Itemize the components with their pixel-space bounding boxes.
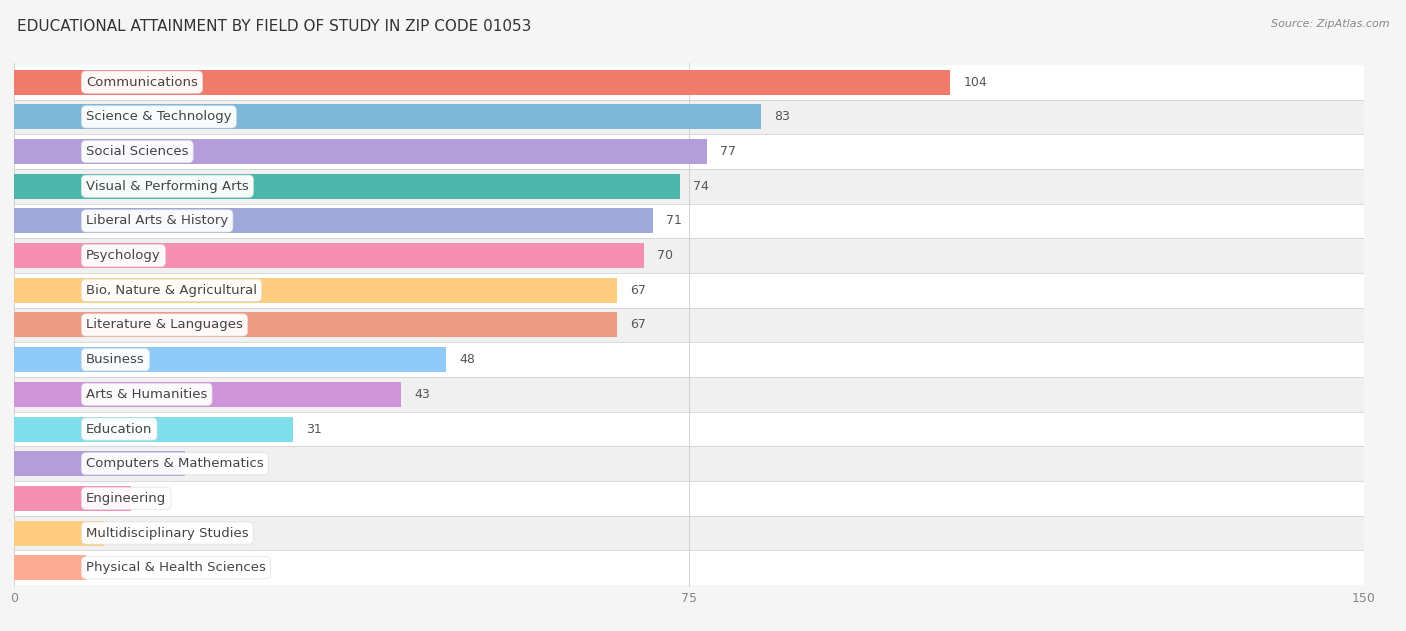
Text: 13: 13 <box>145 492 160 505</box>
Text: 83: 83 <box>775 110 790 123</box>
Text: 19: 19 <box>198 457 214 470</box>
Text: 10: 10 <box>118 527 134 540</box>
Text: Literature & Languages: Literature & Languages <box>86 319 243 331</box>
Text: 31: 31 <box>307 423 322 435</box>
Text: 43: 43 <box>415 388 430 401</box>
Bar <box>14 521 104 546</box>
Bar <box>14 100 1364 134</box>
Bar <box>14 104 761 129</box>
Bar <box>14 174 681 199</box>
Text: Source: ZipAtlas.com: Source: ZipAtlas.com <box>1271 19 1389 29</box>
Text: Physical & Health Sciences: Physical & Health Sciences <box>86 561 266 574</box>
Bar <box>14 486 131 511</box>
Text: Education: Education <box>86 423 152 435</box>
Bar <box>14 451 186 476</box>
Bar <box>14 377 1364 411</box>
Text: Social Sciences: Social Sciences <box>86 145 188 158</box>
Bar <box>14 555 86 581</box>
Bar <box>14 65 1364 100</box>
Bar <box>14 411 1364 446</box>
Bar <box>14 134 1364 169</box>
Text: 67: 67 <box>630 319 647 331</box>
Text: Visual & Performing Arts: Visual & Performing Arts <box>86 180 249 192</box>
Bar <box>14 516 1364 550</box>
Text: Communications: Communications <box>86 76 198 89</box>
Bar <box>14 208 652 233</box>
Bar <box>14 416 292 442</box>
Bar <box>14 239 1364 273</box>
Text: EDUCATIONAL ATTAINMENT BY FIELD OF STUDY IN ZIP CODE 01053: EDUCATIONAL ATTAINMENT BY FIELD OF STUDY… <box>17 19 531 34</box>
Bar <box>14 243 644 268</box>
Bar <box>14 342 1364 377</box>
Text: 104: 104 <box>963 76 987 89</box>
Bar <box>14 481 1364 516</box>
Text: Business: Business <box>86 353 145 366</box>
Bar <box>14 169 1364 204</box>
Bar <box>14 69 950 95</box>
Bar <box>14 446 1364 481</box>
Text: Liberal Arts & History: Liberal Arts & History <box>86 215 228 227</box>
Text: 70: 70 <box>658 249 673 262</box>
Text: Multidisciplinary Studies: Multidisciplinary Studies <box>86 527 249 540</box>
Bar <box>14 308 1364 342</box>
Bar <box>14 278 617 303</box>
Text: 48: 48 <box>460 353 475 366</box>
Bar <box>14 382 401 407</box>
Text: Bio, Nature & Agricultural: Bio, Nature & Agricultural <box>86 284 257 297</box>
Text: 71: 71 <box>666 215 682 227</box>
Text: Engineering: Engineering <box>86 492 166 505</box>
Bar <box>14 347 446 372</box>
Text: 67: 67 <box>630 284 647 297</box>
Text: Science & Technology: Science & Technology <box>86 110 232 123</box>
Text: Computers & Mathematics: Computers & Mathematics <box>86 457 264 470</box>
Bar <box>14 204 1364 239</box>
Text: Psychology: Psychology <box>86 249 160 262</box>
Text: 74: 74 <box>693 180 709 192</box>
Bar <box>14 273 1364 308</box>
Bar <box>14 312 617 338</box>
Text: Arts & Humanities: Arts & Humanities <box>86 388 208 401</box>
Text: 77: 77 <box>720 145 737 158</box>
Bar <box>14 550 1364 585</box>
Bar <box>14 139 707 164</box>
Text: 8: 8 <box>100 561 107 574</box>
